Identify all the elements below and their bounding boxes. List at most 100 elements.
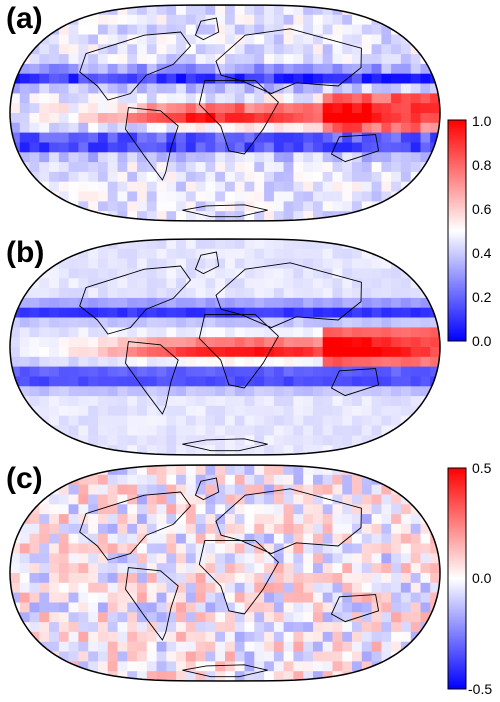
- colorbar-main-tick: 0.0: [472, 333, 492, 349]
- map-cell: [322, 563, 334, 574]
- map-cell: [293, 5, 304, 16]
- map-cell: [293, 307, 304, 319]
- map-cell: [39, 327, 50, 338]
- map-cell: [195, 484, 207, 495]
- map-cell: [361, 366, 373, 377]
- map-cell: [420, 376, 431, 387]
- map-cell: [88, 366, 99, 377]
- map-cell: [205, 533, 216, 545]
- map-cell: [29, 671, 40, 681]
- map-cell: [10, 425, 21, 436]
- map-cell: [303, 592, 314, 603]
- map-cell: [49, 465, 60, 476]
- map-cell: [371, 5, 382, 16]
- map-cell: [303, 405, 314, 417]
- map-cell: [410, 113, 422, 124]
- map-cell: [10, 122, 21, 134]
- map-cell: [254, 415, 265, 427]
- map-cell: [303, 631, 314, 643]
- map-cell: [225, 543, 236, 554]
- map-cell: [137, 631, 148, 643]
- map-cell: [244, 258, 255, 269]
- map-cell: [352, 83, 363, 94]
- map-cell: [68, 171, 79, 183]
- map-cell: [381, 641, 392, 653]
- map-cell: [39, 553, 50, 564]
- map-cell: [313, 504, 324, 515]
- map-cell: [19, 268, 31, 279]
- map-cell: [371, 54, 382, 65]
- map-cell: [185, 211, 197, 221]
- map-cell: [313, 258, 324, 269]
- map-cell: [381, 563, 392, 574]
- map-cell: [342, 582, 353, 594]
- map-cell: [29, 592, 40, 603]
- map-cell: [195, 211, 207, 221]
- map-cell: [58, 356, 70, 368]
- map-cell: [254, 171, 265, 183]
- map-cell: [264, 171, 275, 183]
- map-cell: [410, 602, 422, 613]
- map-cell: [146, 563, 158, 574]
- map-cell: [254, 201, 265, 212]
- map-cell: [352, 631, 363, 643]
- map-cell: [293, 573, 304, 584]
- map-cell: [146, 5, 158, 16]
- map-cell: [430, 484, 440, 495]
- map-cell: [293, 622, 304, 633]
- map-cell: [78, 582, 89, 594]
- map-cell: [313, 142, 324, 153]
- map-cell: [127, 347, 138, 358]
- map-cell: [234, 142, 246, 153]
- map-cell: [410, 34, 422, 45]
- map-cell: [400, 661, 412, 672]
- map-cell: [137, 317, 148, 328]
- map-cell: [283, 297, 294, 309]
- map-cell: [313, 317, 324, 328]
- map-cell: [225, 162, 236, 173]
- map-cell: [371, 317, 382, 328]
- map-cell: [254, 268, 265, 279]
- map-cell: [313, 307, 324, 319]
- map-cell: [420, 415, 431, 427]
- map-cell: [430, 83, 440, 94]
- map-cell: [273, 435, 285, 446]
- map-cell: [332, 425, 343, 436]
- map-cell: [322, 44, 334, 55]
- map-cell: [400, 396, 412, 407]
- map-cell: [283, 132, 294, 143]
- map-cell: [29, 288, 40, 299]
- map-cell: [391, 602, 402, 613]
- map-cell: [205, 307, 216, 319]
- map-cell: [313, 152, 324, 163]
- map-cell: [430, 337, 440, 348]
- map-cell: [58, 34, 70, 45]
- map-cell: [391, 366, 402, 377]
- map-cell: [361, 103, 373, 114]
- map-cell: [361, 317, 373, 328]
- map-cell: [195, 612, 207, 623]
- map-cell: [234, 474, 246, 486]
- map-cell: [313, 396, 324, 407]
- map-cell: [254, 191, 265, 202]
- map-cell: [313, 661, 324, 672]
- map-cell: [332, 162, 343, 173]
- map-cell: [107, 396, 119, 407]
- map-cell: [420, 211, 431, 221]
- map-cell: [254, 504, 265, 515]
- map-cell: [176, 317, 187, 328]
- map-cell: [225, 171, 236, 183]
- map-cell: [313, 54, 324, 65]
- map-cell: [371, 573, 382, 584]
- map-cell: [29, 445, 40, 455]
- map-cell: [137, 445, 148, 455]
- map-cell: [225, 553, 236, 564]
- map-cell: [303, 514, 314, 525]
- map-cell: [205, 602, 216, 613]
- map-cell: [322, 602, 334, 613]
- map-cell: [156, 248, 167, 260]
- map-cell: [78, 258, 89, 269]
- map-cell: [254, 44, 265, 55]
- map-cell: [283, 553, 294, 564]
- map-cell: [88, 337, 99, 348]
